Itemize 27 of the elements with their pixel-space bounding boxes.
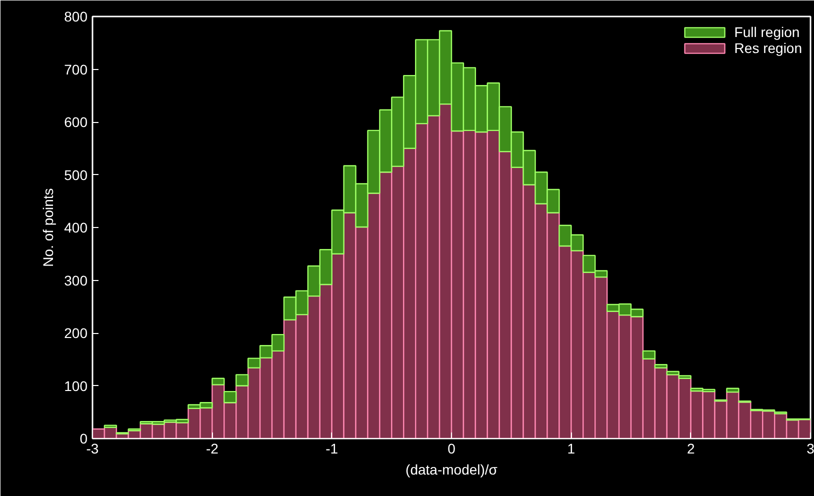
y-tick-label: 500 — [64, 166, 88, 183]
x-tick-label: 1 — [567, 440, 576, 456]
bar — [642, 350, 656, 360]
x-tick-label: -1 — [326, 440, 338, 456]
x-tick-label: 3 — [806, 440, 814, 456]
x-tick-label: 2 — [686, 440, 695, 456]
y-tick-label: 600 — [64, 114, 88, 130]
y-tick-label: 100 — [64, 378, 88, 394]
y-tick-label: 800 — [64, 8, 88, 24]
y-tick-label: 200 — [64, 325, 88, 341]
legend-label: Full region — [734, 24, 800, 40]
x-tick-label: -3 — [86, 440, 99, 456]
y-tick-label: 400 — [64, 220, 88, 236]
bar — [104, 424, 118, 428]
y-tick-label: 0 — [80, 430, 88, 446]
y-axis-title: No. of points — [40, 188, 56, 267]
legend-label: Res region — [734, 40, 802, 56]
bar — [224, 390, 237, 404]
bar — [212, 378, 225, 386]
bar — [726, 388, 740, 393]
bar — [236, 374, 249, 386]
x-tick-label: 0 — [448, 440, 456, 456]
x-tick-label: -2 — [206, 440, 219, 456]
x-axis-title: (data-model)/σ — [406, 462, 498, 478]
y-tick-label: 300 — [64, 272, 88, 288]
bar — [654, 364, 668, 368]
y-tick-label: 700 — [64, 61, 88, 78]
